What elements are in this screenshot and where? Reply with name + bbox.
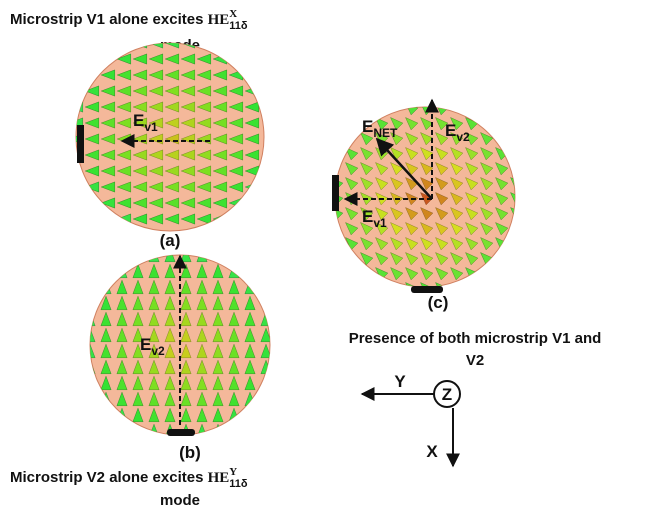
field-sub: v1 [373,216,387,230]
field-symbol: E [362,207,373,226]
mode-base: HE [208,470,230,486]
caption-b: Microstrip V2 alone excites HEY11δ [10,466,248,490]
caption-c: V2 [466,352,484,369]
field-sub: v2 [456,130,470,144]
field-cone [197,248,207,262]
microstrip-v2 [411,286,443,293]
field-sub: v2 [151,344,165,358]
caption-c: Presence of both microstrip V1 and [349,330,602,347]
mode-base: HE [208,12,230,28]
figure: Microstrip V1 alone excites HEX11δ mode … [0,0,661,511]
mode-sub: 11δ [229,20,248,32]
mode-sup: X [229,8,237,20]
caption-a: Microstrip V1 alone excites HEX11δ [10,8,248,32]
axis-label: Y [394,372,406,391]
mode-sub: 11δ [229,478,248,490]
field-cone [133,38,147,48]
panel-label: (c) [428,293,449,312]
field-symbol: E [140,335,151,354]
field-symbol: E [445,121,456,140]
field-symbol: E [362,117,373,136]
microstrip-v2 [167,429,195,436]
mode-sup: Y [229,466,237,478]
axis-label: X [426,442,438,461]
field-sub: v1 [144,120,158,134]
panel-label: (b) [179,443,201,462]
field-symbol: E [133,111,144,130]
microstrip-v1 [77,125,84,163]
axis-label: Z [442,385,452,404]
microstrip-v1 [332,175,339,211]
caption-text: Microstrip V2 alone excites [10,469,203,486]
panel-label: (a) [160,231,181,250]
caption-tail: mode [160,492,200,509]
caption-text: Microstrip V1 alone excites [10,11,203,28]
field-cone [101,280,111,294]
field-sub: NET [373,126,398,140]
